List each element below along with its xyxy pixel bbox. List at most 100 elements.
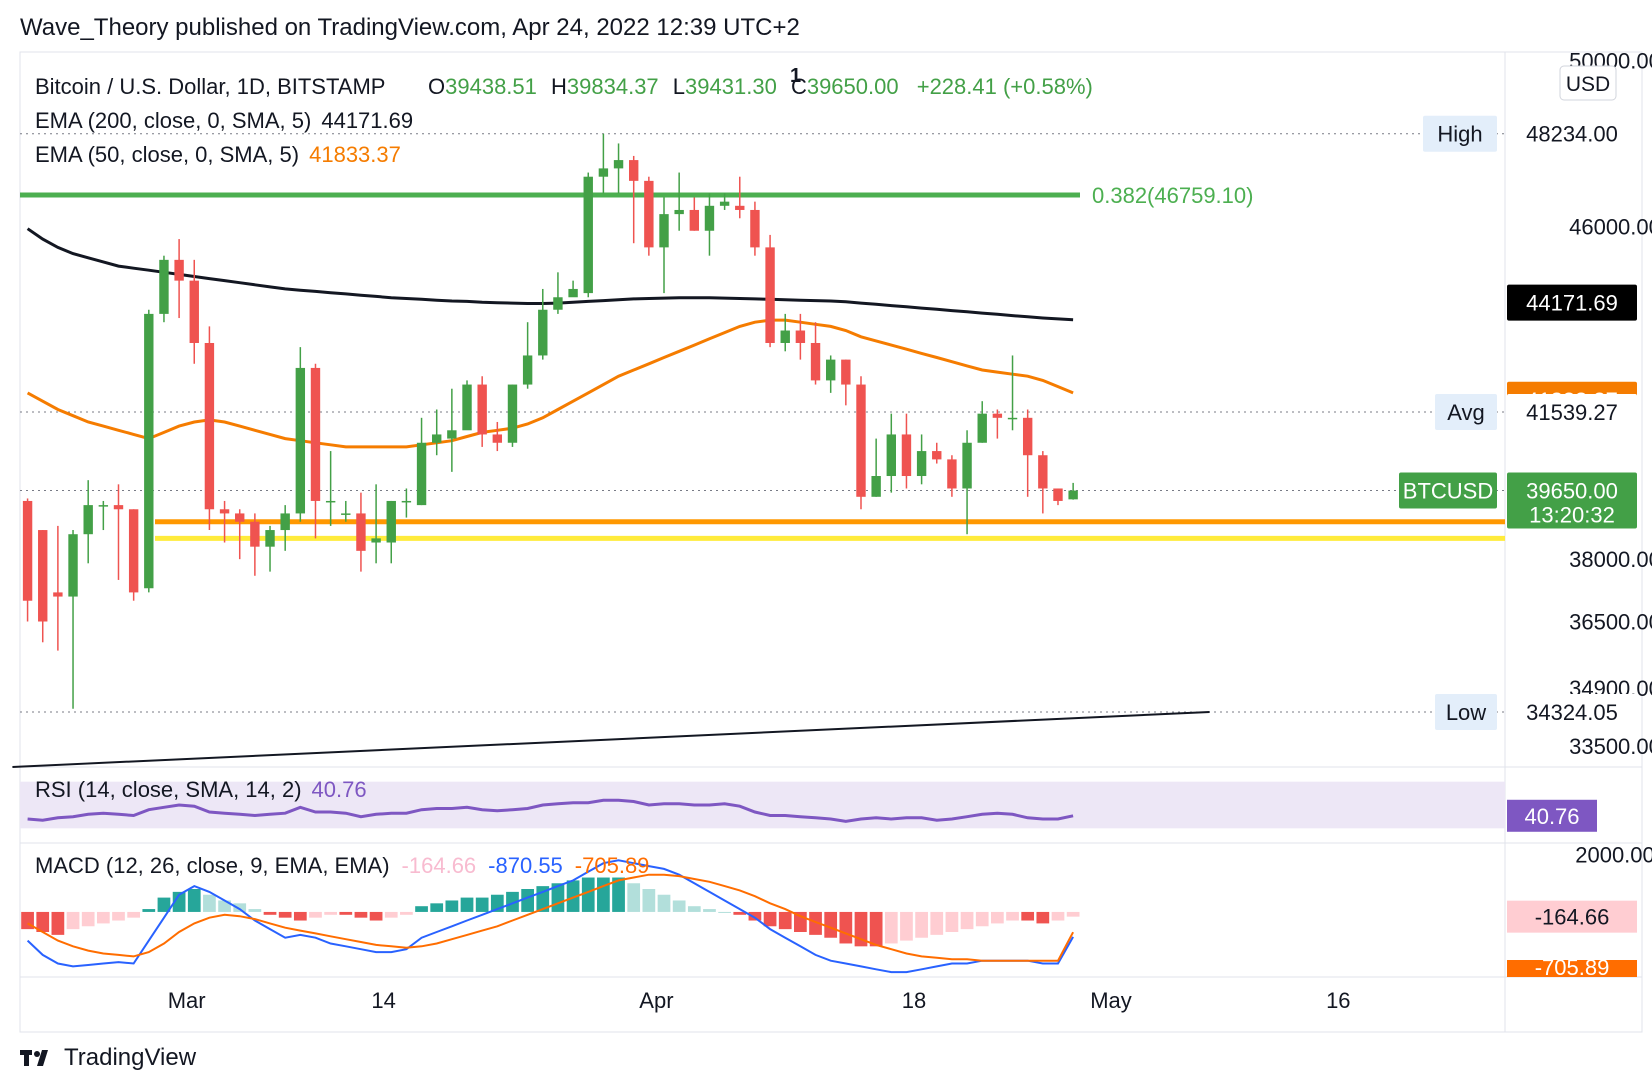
legend-ohlc: O39438.51 H39834.37 L39431.30 C39650.00 … <box>428 74 1093 99</box>
candle-body <box>356 513 366 551</box>
candle-body <box>507 384 518 443</box>
macd-histogram-bar <box>263 911 277 915</box>
macd-hist-tag-bg <box>1507 900 1637 933</box>
candle-body <box>53 592 63 597</box>
legend-ema50: EMA (50, close, 0, SMA, 5) 41833.37 <box>35 142 401 167</box>
candle-body <box>432 434 442 443</box>
candle-body <box>977 413 987 443</box>
macd-histogram-bar <box>884 911 898 944</box>
rsi-value-tag: 40.76 <box>1524 804 1579 829</box>
event-flag[interactable]: 1 <box>790 65 801 87</box>
macd-histogram-bar <box>430 903 444 912</box>
candle-body <box>538 309 548 356</box>
candle-body <box>265 530 275 547</box>
rsi-line <box>27 798 1074 823</box>
low-label-bg <box>1435 693 1497 730</box>
macd-histogram-bar <box>627 883 641 912</box>
macd-histogram-bar <box>566 880 580 912</box>
candle-body <box>750 209 760 248</box>
candle-body <box>644 180 654 248</box>
tradingview-logo-icon <box>20 1050 48 1066</box>
currency-label: USD <box>1566 73 1610 96</box>
candle-body <box>477 384 487 435</box>
macd-histogram-bar <box>1021 911 1035 921</box>
macd-line <box>26 859 1074 974</box>
candle-body <box>841 359 851 385</box>
macd-y-tick: 2000.00 <box>1575 843 1652 868</box>
candle-body <box>341 513 351 515</box>
macd-signal-line <box>27 873 1074 962</box>
macd-histogram-bar <box>1006 911 1019 921</box>
candle-body <box>932 451 942 460</box>
macd-histogram-bar <box>66 911 80 930</box>
rsi-value-bg <box>1507 799 1597 832</box>
macd-hist-tag: -164.66 <box>1535 905 1610 930</box>
macd-histogram-bar <box>172 891 186 912</box>
candle-body <box>795 330 806 343</box>
macd-histogram-bar <box>1036 911 1050 924</box>
macd-histogram-bar <box>278 911 292 918</box>
candle-body <box>598 168 609 177</box>
candle-body <box>629 160 639 181</box>
current-label-bg <box>1399 472 1497 509</box>
candle-body <box>780 330 790 343</box>
macd-signal-tag-bg <box>1507 960 1637 977</box>
y-tick-label: 36500.00 <box>1569 610 1652 635</box>
candle-body <box>1007 417 1018 420</box>
avg-value-bg <box>1507 394 1637 431</box>
high-label: High <box>1437 122 1482 147</box>
macd-histogram-bar <box>642 889 656 912</box>
macd-histogram-bar <box>597 877 610 912</box>
candle-body <box>159 259 169 314</box>
macd-histogram-bar <box>506 891 519 912</box>
candle-body <box>22 500 33 601</box>
macd-histogram-bar <box>96 911 110 924</box>
high-value: 48234.00 <box>1526 122 1618 147</box>
candle-body <box>871 476 881 497</box>
avg-value: 41539.27 <box>1526 400 1618 425</box>
candle-body <box>825 359 836 381</box>
macd-histogram-bar <box>763 911 777 927</box>
candle-body <box>689 209 700 231</box>
ema200-line <box>26 227 1074 322</box>
price-pane: 0.382(46759.10) <box>12 133 1505 768</box>
macd-histogram-bar <box>733 911 747 915</box>
candle-body <box>765 247 775 343</box>
candle-body <box>522 355 533 385</box>
macd-histogram-bar <box>81 911 95 927</box>
macd-histogram-bar <box>672 900 686 912</box>
macd-histogram-bar <box>612 877 625 912</box>
macd-histogram-bar <box>203 894 216 912</box>
candle-body <box>659 214 669 248</box>
macd-histogram-bar <box>248 909 262 912</box>
x-tick-label: May <box>1090 988 1132 1013</box>
candle-body <box>447 430 457 439</box>
high-value-bg <box>1507 115 1637 152</box>
macd-histogram-bar <box>687 906 701 912</box>
y-tick-label: 46000.00 <box>1569 215 1652 240</box>
candle-body <box>38 530 48 622</box>
macd-histogram-bar <box>915 911 928 938</box>
macd-histogram-bar <box>1066 911 1080 917</box>
high-label-bg <box>1423 115 1497 152</box>
candle-body <box>613 160 624 169</box>
macd-histogram-bar <box>309 911 322 918</box>
legend-rsi: RSI (14, close, SMA, 14, 2) 40.76 <box>35 777 367 802</box>
fib-level-label: 0.382(46759.10) <box>1092 183 1253 208</box>
macd-histogram-bar <box>445 900 459 912</box>
macd-histogram-bar <box>324 911 338 915</box>
y-tick-label: 33500.00 <box>1569 734 1652 759</box>
candle-body <box>280 513 290 531</box>
ema200-tag-value: 44171.69 <box>1526 291 1618 316</box>
macd-histogram-bar <box>218 900 231 912</box>
candle-body <box>1038 455 1048 489</box>
candle-body <box>735 205 745 210</box>
candle-body <box>674 209 684 215</box>
macd-histogram-bar <box>187 889 201 912</box>
candle-body <box>174 259 184 281</box>
low-value: 34324.05 <box>1526 700 1618 725</box>
macd-histogram-bar <box>975 911 989 927</box>
candle-body <box>1068 490 1078 500</box>
candle-body <box>310 367 321 501</box>
